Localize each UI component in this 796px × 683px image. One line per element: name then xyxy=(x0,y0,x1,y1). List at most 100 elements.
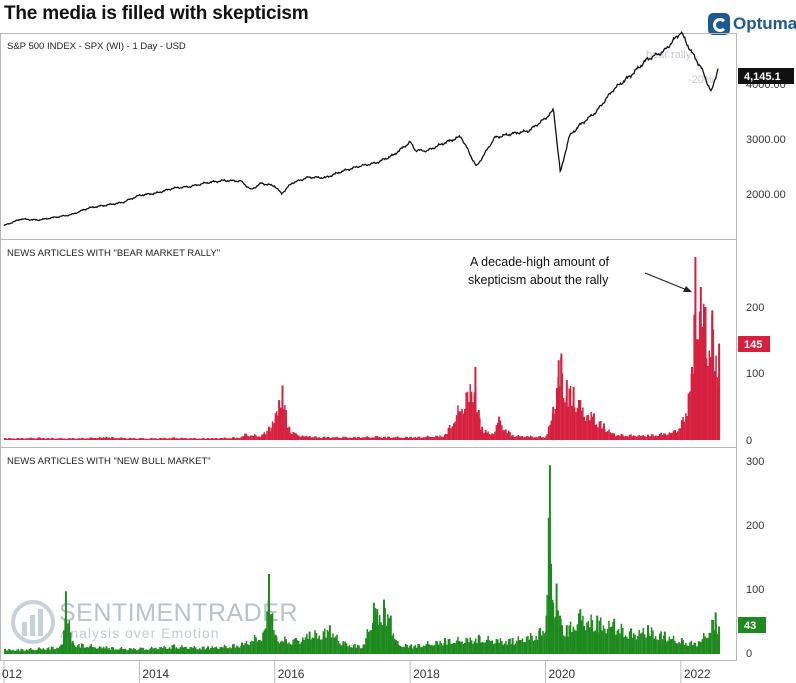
new-bull-bar xyxy=(123,648,125,654)
new-bull-bar xyxy=(703,632,705,654)
new-bull-bar xyxy=(608,620,610,654)
new-bull-bar xyxy=(498,642,500,654)
new-bull-bar xyxy=(293,638,296,654)
bear-rally-bar xyxy=(37,438,39,440)
bear-rally-bar xyxy=(416,437,418,440)
new-bull-peak-bar xyxy=(552,602,555,654)
bear-rally-bar xyxy=(116,438,119,440)
bear-rally-bar xyxy=(258,436,260,440)
bear-rally-bar xyxy=(307,437,309,440)
bear-rally-bar xyxy=(436,435,439,440)
brand-name: Optuma xyxy=(733,14,796,33)
new-bull-bar xyxy=(587,621,590,654)
new-bull-bar xyxy=(561,625,563,654)
bear-rally-bar xyxy=(392,437,395,440)
new-bull-bar xyxy=(159,647,161,654)
bear-rally-bar xyxy=(521,436,524,440)
new-bull-bar xyxy=(141,647,143,654)
bear-rally-bar xyxy=(93,438,95,440)
bear-rally-bar xyxy=(242,436,245,440)
bear-rally-bar xyxy=(292,432,294,440)
bear-rally-bar xyxy=(219,438,222,440)
new-bull-peak-bar xyxy=(559,615,561,654)
bear-rally-bar xyxy=(194,438,197,440)
bear-rally-bar xyxy=(367,437,370,440)
bear-last-value: 145 xyxy=(744,339,762,351)
new-bull-bar xyxy=(671,638,673,654)
new-bull-bar xyxy=(547,517,550,654)
new-bull-bar xyxy=(616,630,618,654)
bear-rally-bar xyxy=(13,438,16,440)
new-bull-bar xyxy=(116,649,119,654)
bear-rally-bar xyxy=(402,437,404,440)
bear-rally-bar xyxy=(590,411,592,440)
new-bull-bar xyxy=(617,629,620,654)
new-bull-bar xyxy=(242,644,245,654)
new-bull-peak-bar xyxy=(511,638,514,654)
new-bull-bar xyxy=(199,648,201,654)
new-bull-bar xyxy=(149,648,152,654)
new-bull-bar xyxy=(429,644,432,654)
new-bull-bar xyxy=(160,647,162,654)
bear-rally-peak-bar xyxy=(284,410,287,440)
bear-rally-bar xyxy=(210,438,212,440)
new-bull-bar xyxy=(318,635,320,654)
new-bull-bar xyxy=(47,647,50,654)
new-bull-bar xyxy=(253,635,256,654)
new-bull-bar xyxy=(709,632,712,654)
bear-rally-bar xyxy=(344,436,347,440)
new-bull-bar xyxy=(626,636,628,654)
bear-rally-bars xyxy=(4,257,721,441)
bear-rally-bar xyxy=(369,437,371,440)
new-bull-peak-bar xyxy=(71,641,74,654)
new-bull-bar xyxy=(127,649,130,654)
bear-rally-bar xyxy=(163,437,165,440)
new-bull-bar xyxy=(204,649,206,654)
bear-rally-bar xyxy=(446,434,448,440)
new-bull-bar xyxy=(351,647,353,654)
bear-rally-bar xyxy=(164,438,167,440)
new-bull-bar xyxy=(69,632,72,654)
new-bull-bar xyxy=(255,637,257,654)
bull-last-value: 43 xyxy=(744,620,756,632)
bear-rally-bar xyxy=(503,430,506,440)
bear-rally-bar xyxy=(400,437,403,440)
new-bull-bar xyxy=(637,636,639,654)
bear-rally-bar xyxy=(98,437,101,440)
bear-rally-bar xyxy=(396,436,399,440)
bear-rally-bar xyxy=(131,438,134,440)
new-bull-bar xyxy=(90,644,92,654)
bear-rally-bar xyxy=(454,421,456,440)
watermark-tagline: Analysis over Emotion xyxy=(60,625,220,641)
bear-rally-bar xyxy=(352,437,355,440)
new-bull-bar xyxy=(557,610,559,654)
bear-rally-bar xyxy=(300,436,303,440)
new-bull-bar xyxy=(521,638,524,654)
bear-rally-bar xyxy=(427,435,429,440)
bear-rally-bar xyxy=(361,437,363,440)
new-bull-bar xyxy=(37,649,39,654)
new-bull-bar xyxy=(649,636,651,654)
new-bull-bar xyxy=(402,646,404,654)
bear-rally-bar xyxy=(615,436,617,440)
new-bull-bar xyxy=(620,623,623,654)
bear-rally-bar xyxy=(91,438,94,440)
new-bull-peak-bar xyxy=(274,634,277,654)
bear-rally-bar xyxy=(247,435,249,440)
bear-rally-bar xyxy=(67,438,69,440)
new-bull-bar xyxy=(259,639,261,654)
bull-tick-200: 200 xyxy=(746,520,764,532)
new-bull-bar xyxy=(532,640,535,654)
new-bull-bar xyxy=(244,643,246,654)
bear-rally-bar xyxy=(529,435,532,440)
bear-rally-bar xyxy=(42,437,44,440)
bear-rally-peak-bar xyxy=(207,438,210,440)
bear-rally-bar xyxy=(431,437,433,440)
new-bull-bar xyxy=(284,636,286,654)
new-bull-bar xyxy=(336,634,338,654)
new-bull-bar xyxy=(148,649,150,654)
price-panel-frame xyxy=(0,33,737,240)
bear-rally-bar xyxy=(637,436,639,440)
bear-rally-bar xyxy=(69,438,72,440)
bear-rally-bar xyxy=(255,435,257,440)
